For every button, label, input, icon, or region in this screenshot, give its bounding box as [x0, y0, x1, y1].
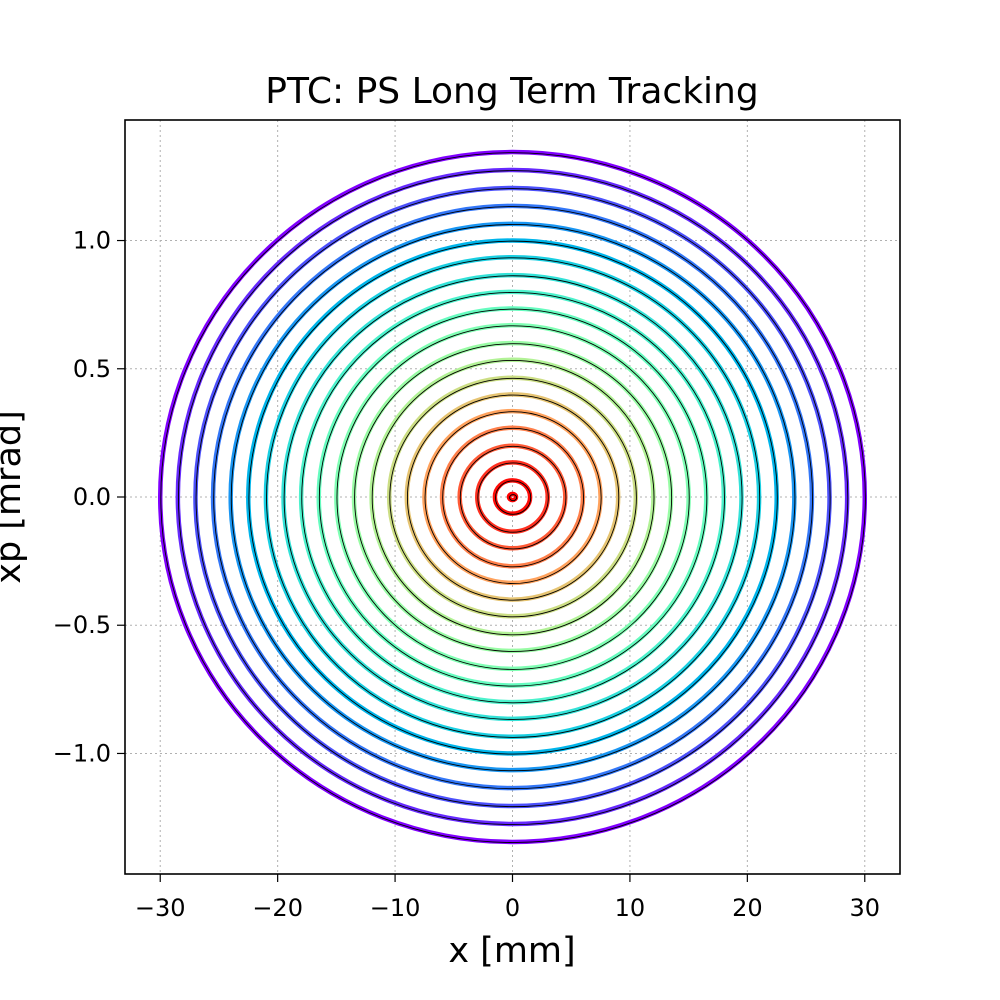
y-tick-label: −1.0 [53, 739, 111, 767]
axis-ticks: −30 −20 −10 0 10 20 30 −1.0 −0.5 0.0 0.5 1.0 [53, 227, 880, 922]
trajectory-ring [263, 254, 762, 740]
trajectory-outline [477, 462, 549, 533]
trajectory-ring [193, 185, 832, 809]
x-tick-label: 10 [615, 894, 646, 922]
x-tick-label: 30 [849, 894, 880, 922]
trajectory-ring [316, 306, 709, 688]
trajectory-outline [195, 188, 831, 808]
trajectory-outline [389, 377, 637, 618]
trajectory-ring [457, 443, 568, 551]
trajectory-outline [160, 152, 866, 843]
y-tick-label: 1.0 [73, 227, 111, 255]
trajectory-outline [177, 170, 849, 826]
y-axis-label: xp [mrad] [0, 410, 29, 584]
trajectory-ring [157, 149, 868, 845]
trajectory-ring [439, 425, 586, 569]
trajectory-outline [318, 308, 708, 687]
trajectory-outline [248, 240, 778, 755]
x-tick-label: −20 [252, 894, 303, 922]
trajectory-outline [509, 494, 518, 502]
trajectory-outline [283, 275, 743, 720]
trajectory-outline [336, 325, 690, 670]
trajectory-ring [298, 289, 727, 705]
trajectory-ring [422, 408, 603, 586]
trajectory-outline [301, 291, 725, 704]
trajectory-ring [506, 491, 519, 503]
trajectory-outline [495, 480, 532, 515]
trajectory-ring [210, 203, 815, 791]
y-tick-label: 0.0 [73, 483, 111, 511]
trajectory-ring [351, 340, 674, 654]
x-tick-label: 0 [505, 894, 520, 922]
trajectory-outline [442, 427, 585, 568]
trajectory-outline [354, 343, 673, 652]
trajectory-outline [424, 411, 602, 584]
trajectory-outline [459, 445, 567, 550]
trajectory-ring [228, 221, 797, 773]
x-tick-label: 20 [732, 894, 763, 922]
phase-space-rings [157, 149, 868, 845]
y-tick-label: 0.5 [73, 355, 111, 383]
trajectory-outline [213, 206, 813, 790]
trajectory-ring [334, 322, 691, 672]
trajectory-outline [230, 224, 796, 772]
x-axis-label: x [mm] [448, 931, 575, 971]
chart-title: PTC: PS Long Term Tracking [265, 71, 758, 112]
trajectory-ring [369, 357, 656, 637]
y-tick-label: −0.5 [53, 611, 111, 639]
trajectory-outline [406, 394, 620, 601]
trajectory-outline [266, 257, 761, 738]
trajectory-ring [175, 167, 850, 827]
trajectory-outline [371, 359, 655, 636]
trajectory-ring [281, 272, 744, 722]
trajectory-ring [404, 392, 621, 602]
trajectory-ring [492, 478, 533, 516]
trajectory-ring [475, 460, 550, 534]
x-tick-label: −30 [135, 894, 186, 922]
trajectory-ring [246, 238, 779, 756]
x-tick-label: −10 [370, 894, 421, 922]
trajectory-ring [386, 375, 639, 619]
